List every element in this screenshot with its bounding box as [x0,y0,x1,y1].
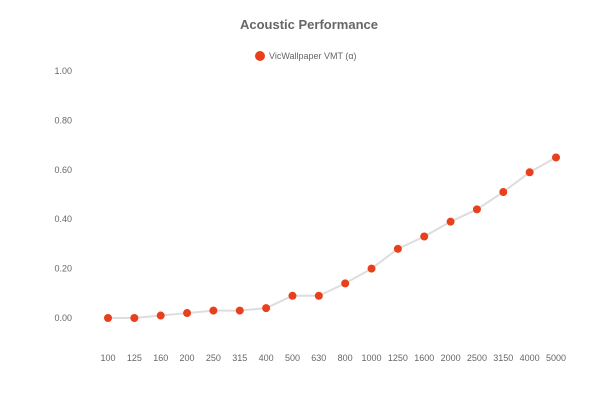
x-tick-label: 2000 [441,353,461,363]
series-line [108,156,557,319]
data-point[interactable] [341,279,350,288]
data-point[interactable] [209,306,218,315]
x-tick-label: 3150 [493,353,513,363]
chart-title: Acoustic Performance [240,17,378,32]
data-point[interactable] [262,304,271,313]
data-point[interactable] [446,217,455,226]
y-tick-label: 0.00 [54,313,72,323]
x-tick-label: 125 [127,353,142,363]
x-tick-label: 250 [206,353,221,363]
x-tick-label: 400 [259,353,274,363]
data-point[interactable] [367,264,376,273]
x-tick-label: 160 [153,353,168,363]
x-tick-label: 2500 [467,353,487,363]
x-tick-label: 500 [285,353,300,363]
legend: VicWallpaper VMT (α) [255,51,357,61]
y-tick-label: 0.60 [54,165,72,175]
y-tick-label: 0.80 [54,115,72,125]
data-point[interactable] [525,168,534,177]
series-points [104,153,560,322]
x-tick-label: 1000 [362,353,382,363]
data-point[interactable] [104,314,112,322]
data-point[interactable] [130,314,139,322]
data-point[interactable] [420,232,429,241]
x-tick-label: 200 [180,353,195,363]
x-tick-label: 315 [232,353,247,363]
data-point[interactable] [183,309,192,318]
data-point[interactable] [552,153,560,162]
data-point[interactable] [156,311,165,320]
x-axis: 100 125 160 200 250 315 400 500 630 800 1000 1250 16… [100,353,566,363]
data-point[interactable] [314,291,323,300]
y-tick-label: 1.00 [54,66,72,76]
x-tick-label: 4000 [520,353,540,363]
y-axis: 0.00 0.20 0.40 0.60 0.80 1.00 [54,66,72,323]
data-point[interactable] [393,244,402,253]
x-tick-label: 1250 [388,353,408,363]
legend-label: VicWallpaper VMT (α) [269,51,357,61]
y-tick-label: 0.40 [54,214,72,224]
x-tick-label: 800 [338,353,353,363]
data-point[interactable] [235,306,244,315]
x-tick-label: 630 [311,353,326,363]
data-point[interactable] [472,205,481,214]
x-tick-label: 100 [100,353,115,363]
y-tick-label: 0.20 [54,264,72,274]
x-tick-label: 5000 [546,353,566,363]
x-tick-label: 1600 [414,353,434,363]
legend-marker [255,51,265,61]
data-point[interactable] [499,188,508,197]
data-point[interactable] [288,291,297,300]
